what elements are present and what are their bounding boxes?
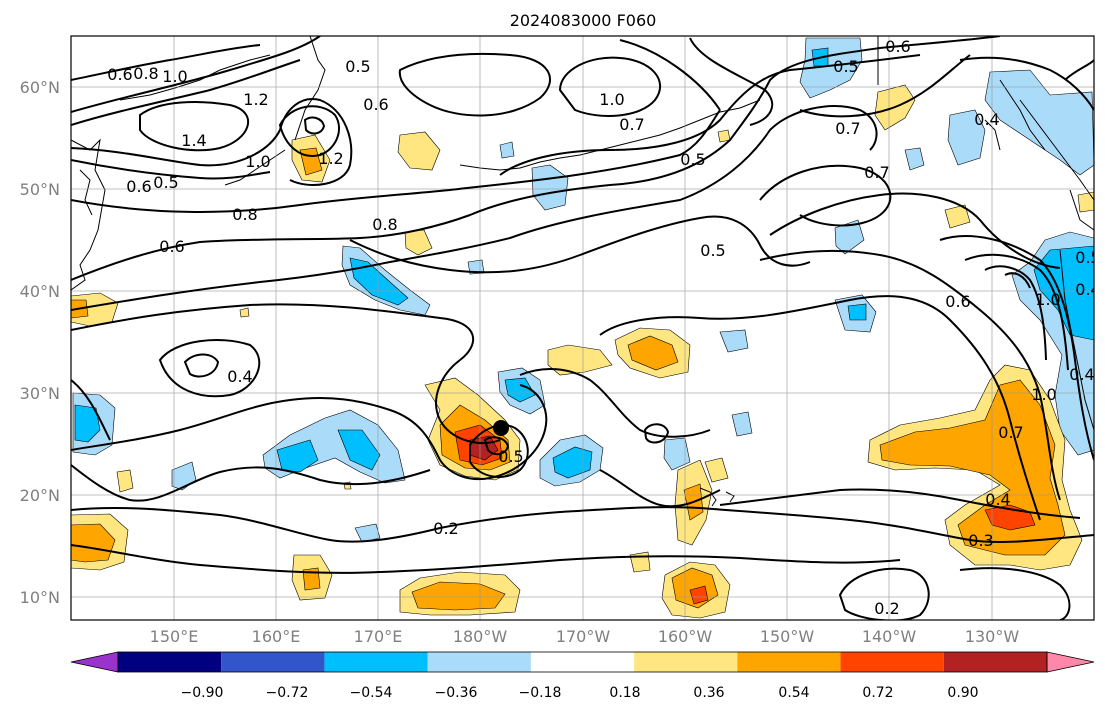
colorbar-segments: [70, 651, 1095, 673]
contour-label: 0.8: [133, 64, 158, 83]
lat-label: 50°N: [20, 180, 60, 199]
latitude-labels: 60°N 50°N 40°N 30°N 20°N 10°N: [20, 78, 60, 607]
contour-labels: 0.6 0.8 1.0 1.2 1.4 0.5 0.6 1.2 1.0 0.8 …: [107, 37, 1100, 618]
colorbar-segment: [634, 652, 738, 672]
colorbar-segment: [530, 652, 635, 672]
contour-label: 0.7: [864, 163, 889, 182]
lon-label: 170°W: [556, 627, 611, 646]
contour-label: 0.6: [159, 237, 184, 256]
colorbar-segment: [943, 652, 1047, 672]
colorbar-segment: [840, 652, 944, 672]
map-panel: 0.6 0.8 1.0 1.2 1.4 0.5 0.6 1.2 1.0 0.8 …: [70, 35, 1100, 621]
contour-label: 1.4: [181, 131, 206, 150]
contour-label: 1.2: [243, 90, 268, 109]
contour-label: 0.4: [1075, 280, 1100, 299]
contour-label: 0.4: [227, 367, 252, 386]
colorbar-segment: [118, 652, 222, 672]
colorbar: −0.90 −0.72 −0.54 −0.36 −0.18 0.18 0.36 …: [70, 651, 1095, 701]
contour-label: 0.8: [372, 215, 397, 234]
colorbar-segment: [737, 652, 841, 672]
colorbar-tick: −0.72: [266, 685, 309, 701]
lon-label: 160°W: [658, 627, 713, 646]
colorbar-segment: [427, 652, 531, 672]
colorbar-extend-high: [1046, 651, 1095, 673]
colorbar-tick: 0.18: [609, 685, 640, 701]
map-frame: [70, 35, 1095, 621]
colorbar-tick: −0.54: [350, 685, 393, 701]
contour-label: 0.5: [498, 447, 523, 466]
lon-label: 180°W: [453, 627, 508, 646]
contour-label: 0.2: [433, 519, 458, 538]
contour-label: 0.5: [153, 173, 178, 192]
lon-label: 150°E: [150, 627, 199, 646]
contour-label: 0.4: [985, 490, 1010, 509]
contour-label: 0.6: [945, 292, 970, 311]
colorbar-tick: −0.18: [519, 685, 562, 701]
contour-label: 1.0: [1035, 290, 1060, 309]
longitude-labels: 150°E 160°E 170°E 180°W 170°W 160°W 150°…: [150, 627, 1020, 646]
negative-shading: [72, 37, 1094, 543]
contour-label: 1.0: [599, 90, 624, 109]
storm-center-marker: [493, 420, 509, 436]
lat-label: 30°N: [20, 384, 60, 403]
contour-label: 1.0: [245, 152, 270, 171]
contour-label: 0.4: [1069, 365, 1094, 384]
lat-label: 10°N: [20, 588, 60, 607]
contour-label: 0.3: [968, 531, 993, 550]
contour-label: 0.7: [835, 119, 860, 138]
lon-label: 140°W: [862, 627, 917, 646]
colorbar-tick: −0.90: [181, 685, 224, 701]
colorbar-tick: 0.36: [693, 685, 724, 701]
gridlines: [71, 36, 1094, 620]
contour-label: 1.2: [318, 149, 343, 168]
contour-label: 0.5: [1075, 248, 1100, 267]
contour-label: 0.8: [232, 205, 257, 224]
colorbar-extend-low: [70, 651, 119, 673]
colorbar-frame: [117, 651, 1048, 673]
lat-label: 60°N: [20, 78, 60, 97]
colorbar-tick: −0.36: [435, 685, 478, 701]
contour-label: 0.7: [619, 115, 644, 134]
contour-label: 0.5: [345, 57, 370, 76]
map-title: 2024083000 F060: [510, 11, 657, 30]
contour-label: 0.7: [998, 423, 1023, 442]
contour-lines: [71, 36, 1094, 620]
contour-label: 0.6: [885, 37, 910, 56]
lon-label: 170°E: [354, 627, 403, 646]
contour-label: 1.0: [162, 67, 187, 86]
lat-label: 20°N: [20, 486, 60, 505]
lon-label: 160°E: [252, 627, 301, 646]
contour-label: 0.5: [680, 150, 705, 169]
colorbar-tick: 0.54: [778, 685, 809, 701]
contour-label: 0.6: [126, 177, 151, 196]
coastlines: [71, 36, 1094, 507]
colorbar-tick: 0.90: [947, 685, 978, 701]
contour-label: 0.2: [874, 599, 899, 618]
map-background: [71, 36, 1094, 620]
colorbar-tick-labels: −0.90 −0.72 −0.54 −0.36 −0.18 0.18 0.36 …: [181, 685, 979, 701]
colorbar-segment: [221, 652, 325, 672]
lat-label: 40°N: [20, 282, 60, 301]
contour-label: 0.5: [833, 57, 858, 76]
contour-label: 0.6: [107, 65, 132, 84]
colorbar-tick: 0.72: [862, 685, 893, 701]
contour-label: 1.0: [1031, 385, 1056, 404]
lon-label: 130°W: [965, 627, 1020, 646]
contour-label: 0.4: [974, 110, 999, 129]
contour-label: 0.6: [363, 95, 388, 114]
lon-label: 150°W: [760, 627, 815, 646]
colorbar-segment: [324, 652, 428, 672]
contour-label: 0.5: [700, 241, 725, 260]
